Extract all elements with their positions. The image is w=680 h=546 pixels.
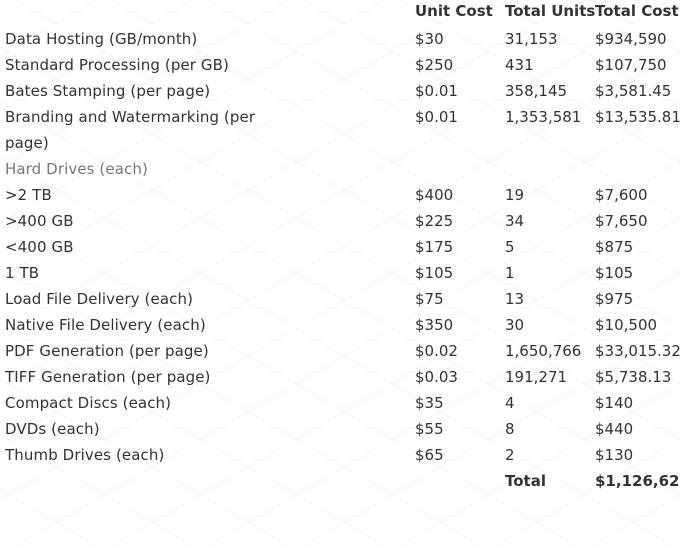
table-row: Branding and Watermarking (per page) $0.0…	[0, 104, 680, 156]
row-description: <400 GB	[5, 238, 74, 256]
row-total-units: 8	[505, 420, 515, 438]
row-description: Hard Drives (each)	[5, 160, 148, 178]
row-unit-cost: $65	[415, 446, 444, 464]
row-unit-cost: $75	[415, 290, 444, 308]
row-total-units	[505, 156, 595, 182]
total-row: Total $1,126,626	[0, 468, 680, 494]
row-unit-cost: $0.02	[415, 342, 458, 360]
row-unit-cost: $0.01	[415, 82, 458, 100]
header-total-units: Total Units	[505, 2, 596, 20]
row-total-units: 13	[505, 290, 525, 308]
row-description: >400 GB	[5, 212, 74, 230]
row-unit-cost	[415, 156, 505, 182]
row-total-cost: $3,581.45	[595, 82, 672, 100]
table-row: 1 TB $105 1 $105	[0, 260, 680, 286]
row-unit-cost: $350	[415, 316, 454, 334]
row-total-cost: $10,500	[595, 316, 658, 334]
table-row: <400 GB $175 5 $875	[0, 234, 680, 260]
row-unit-cost: $0.03	[415, 368, 458, 386]
row-description: Data Hosting (GB/month)	[5, 30, 198, 48]
table-row: TIFF Generation (per page) $0.03 191,271 $5…	[0, 364, 680, 390]
row-unit-cost: $35	[415, 394, 444, 412]
table-row: Compact Discs (each) $35 4 $140	[0, 390, 680, 416]
row-total-units: 431	[505, 56, 534, 74]
row-total-units: 34	[505, 212, 525, 230]
row-unit-cost: $175	[415, 238, 454, 256]
table-row: Native File Delivery (each) $350 30 $10,500	[0, 312, 680, 338]
table-row: Thumb Drives (each) $65 2 $130	[0, 442, 680, 468]
table-subheader-row: Hard Drives (each)	[0, 156, 680, 182]
row-total-cost: $5,738.13	[595, 368, 672, 386]
row-total-cost: $33,015.32	[595, 342, 680, 360]
table-row: Standard Processing (per GB) $250 431 $107,…	[0, 52, 680, 78]
row-total-units: 1,353,581	[505, 108, 582, 126]
row-description: Compact Discs (each)	[5, 394, 172, 412]
row-description: DVDs (each)	[5, 420, 100, 438]
row-unit-cost: $400	[415, 186, 454, 204]
row-total-cost	[595, 156, 680, 182]
row-unit-cost: $30	[415, 30, 444, 48]
row-description: Native File Delivery (each)	[5, 316, 206, 334]
row-description: Load File Delivery (each)	[5, 290, 194, 308]
row-description: >2 TB	[5, 186, 52, 204]
row-description: Bates Stamping (per page)	[5, 82, 211, 100]
cost-table: Unit Cost Total Units Total Cost Data Ho…	[0, 0, 680, 494]
header-total-cost: Total Cost	[595, 2, 679, 20]
row-total-cost: $875	[595, 238, 634, 256]
table-row: >400 GB $225 34 $7,650	[0, 208, 680, 234]
table-header-row: Unit Cost Total Units Total Cost	[0, 0, 680, 26]
row-description: Thumb Drives (each)	[5, 446, 165, 464]
row-total-units: 1,650,766	[505, 342, 582, 360]
total-row-spacer	[415, 468, 505, 494]
row-total-cost: $107,750	[595, 56, 667, 74]
table-row: Bates Stamping (per page) $0.01 358,145 $3,…	[0, 78, 680, 104]
row-total-units: 30	[505, 316, 525, 334]
row-total-units: 4	[505, 394, 515, 412]
row-total-cost: $440	[595, 420, 634, 438]
row-total-units: 19	[505, 186, 525, 204]
row-description: TIFF Generation (per page)	[5, 368, 211, 386]
header-unit-cost: Unit Cost	[415, 2, 493, 20]
row-total-cost: $975	[595, 290, 634, 308]
row-total-units: 5	[505, 238, 515, 256]
header-description	[0, 0, 415, 26]
row-unit-cost: $225	[415, 212, 454, 230]
row-description: Standard Processing (per GB)	[5, 56, 229, 74]
row-unit-cost: $55	[415, 420, 444, 438]
row-unit-cost: $250	[415, 56, 454, 74]
row-description: PDF Generation (per page)	[5, 342, 209, 360]
row-total-cost: $105	[595, 264, 634, 282]
table-row: Load File Delivery (each) $75 13 $975	[0, 286, 680, 312]
row-total-units: 31,153	[505, 30, 558, 48]
row-total-cost: $140	[595, 394, 634, 412]
table-row: DVDs (each) $55 8 $440	[0, 416, 680, 442]
row-description: 1 TB	[5, 264, 40, 282]
row-total-cost: $7,650	[595, 212, 648, 230]
total-amount: $1,126,626	[595, 472, 680, 490]
total-label: Total	[505, 472, 546, 490]
table-row: Data Hosting (GB/month) $30 31,153 $934,590	[0, 26, 680, 52]
row-total-cost: $130	[595, 446, 634, 464]
total-row-spacer	[0, 468, 415, 494]
table-row: >2 TB $400 19 $7,600	[0, 182, 680, 208]
row-total-units: 358,145	[505, 82, 568, 100]
row-unit-cost: $105	[415, 264, 454, 282]
row-total-units: 191,271	[505, 368, 568, 386]
row-total-cost: $7,600	[595, 186, 648, 204]
row-unit-cost: $0.01	[415, 108, 458, 126]
row-description: Branding and Watermarking (per page)	[5, 108, 256, 152]
row-total-units: 1	[505, 264, 515, 282]
table-body: Data Hosting (GB/month) $30 31,153 $934,590…	[0, 26, 680, 468]
row-total-cost: $934,590	[595, 30, 667, 48]
table-row: PDF Generation (per page) $0.02 1,650,766 $…	[0, 338, 680, 364]
row-total-cost: $13,535.81	[595, 108, 680, 126]
row-total-units: 2	[505, 446, 515, 464]
